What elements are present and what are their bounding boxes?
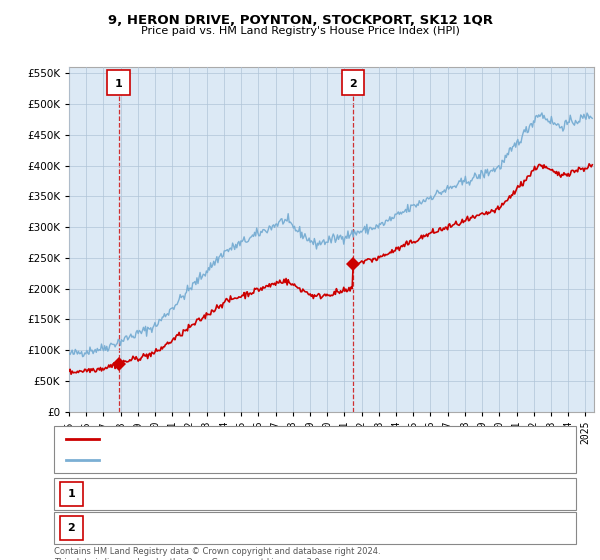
Text: HPI: Average price, detached house, Cheshire East: HPI: Average price, detached house, Ches…	[105, 455, 370, 465]
Text: 21-NOV-1997: 21-NOV-1997	[99, 489, 173, 499]
Text: 2: 2	[349, 80, 357, 89]
Text: 2: 2	[68, 523, 75, 533]
Text: 1: 1	[115, 80, 122, 89]
Text: £240,000: £240,000	[276, 523, 329, 533]
Text: 1: 1	[68, 489, 75, 499]
Text: 9, HERON DRIVE, POYNTON, STOCKPORT, SK12 1QR: 9, HERON DRIVE, POYNTON, STOCKPORT, SK12…	[107, 14, 493, 27]
Text: £78,000: £78,000	[276, 489, 322, 499]
Text: 15% ↓ HPI: 15% ↓ HPI	[402, 523, 461, 533]
Text: Price paid vs. HM Land Registry's House Price Index (HPI): Price paid vs. HM Land Registry's House …	[140, 26, 460, 36]
Text: 9, HERON DRIVE, POYNTON, STOCKPORT, SK12 1QR (detached house): 9, HERON DRIVE, POYNTON, STOCKPORT, SK12…	[105, 434, 470, 444]
Text: Contains HM Land Registry data © Crown copyright and database right 2024.
This d: Contains HM Land Registry data © Crown c…	[54, 547, 380, 560]
Text: 01-JUL-2011: 01-JUL-2011	[99, 523, 167, 533]
Text: 27% ↓ HPI: 27% ↓ HPI	[402, 489, 461, 499]
